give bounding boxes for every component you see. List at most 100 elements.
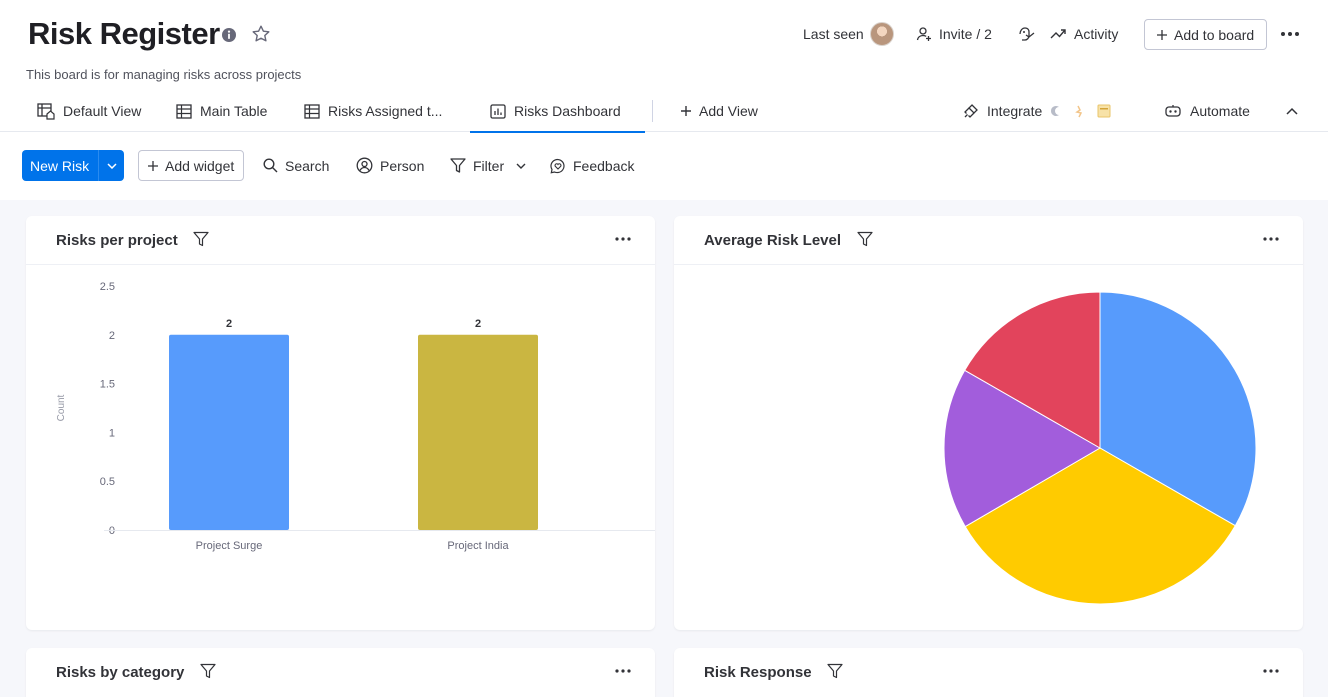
more-horizontal-icon[interactable] <box>613 661 633 681</box>
tab-risks-assigned-label: Risks Assigned t... <box>328 103 443 119</box>
y-tick-label: 1 <box>109 427 115 439</box>
chevron-up-icon <box>1286 107 1298 115</box>
integrate-label: Integrate <box>987 103 1043 119</box>
more-horizontal-icon <box>1281 32 1299 36</box>
filter-icon[interactable] <box>200 663 216 679</box>
filter-button[interactable]: Filter <box>450 150 526 181</box>
search-label: Search <box>285 157 330 174</box>
table-icon <box>304 103 320 119</box>
add-widget-button[interactable]: Add widget <box>138 150 245 181</box>
new-risk-button[interactable]: New Risk <box>22 150 124 181</box>
robot-hand-icon <box>1019 27 1035 41</box>
integration-plug-icon <box>964 104 978 118</box>
widget-title[interactable]: Risk Response <box>704 664 812 681</box>
new-risk-label: New Risk <box>30 157 90 174</box>
more-horizontal-icon[interactable] <box>1261 229 1281 249</box>
filter-icon[interactable] <box>827 663 843 679</box>
feedback-button[interactable]: Feedback <box>550 150 634 181</box>
board-description[interactable]: This board is for managing risks across … <box>26 67 302 82</box>
filter-icon[interactable] <box>857 231 873 247</box>
widget-average-risk-level: Average Risk Level <box>674 216 1303 630</box>
add-to-board-button[interactable]: Add to board <box>1144 19 1268 50</box>
y-axis-label: Count <box>56 394 67 421</box>
widget-title[interactable]: Risks per project <box>56 232 178 249</box>
tab-risks-dashboard-label: Risks Dashboard <box>514 103 621 119</box>
dashboard-chart-icon <box>490 103 506 119</box>
bar-data-label: 2 <box>226 318 232 330</box>
add-view-label: Add View <box>699 103 758 119</box>
tab-default-view-label: Default View <box>63 103 142 119</box>
person-add-icon <box>916 27 931 41</box>
app-logo-icons <box>1051 104 1111 118</box>
add-view-button[interactable]: Add View <box>681 90 758 132</box>
integrate-button[interactable]: Integrate <box>963 90 1126 132</box>
board-title[interactable]: Risk Register <box>28 16 220 51</box>
pie-slice[interactable] <box>943 369 1101 528</box>
more-horizontal-icon[interactable] <box>613 229 633 249</box>
search-button[interactable]: Search <box>263 150 329 181</box>
plus-icon <box>148 160 158 171</box>
pie-slice[interactable] <box>964 291 1101 449</box>
collapse-header-button[interactable] <box>1286 90 1306 132</box>
tab-risks-assigned[interactable]: Risks Assigned t... <box>304 90 442 132</box>
automate-label: Automate <box>1190 103 1250 119</box>
activity-label: Activity <box>1074 26 1119 42</box>
table-home-icon <box>37 102 55 120</box>
widget-risks-by-category: Risks by category <box>26 648 655 697</box>
y-tick-label: 1.5 <box>100 379 115 391</box>
bar-data-label: 2 <box>475 318 481 330</box>
feedback-label: Feedback <box>573 157 635 174</box>
x-tick-label: Project Surge <box>196 540 263 552</box>
automate-button[interactable]: Automate <box>1164 90 1250 132</box>
invite-label: Invite / 2 <box>939 26 992 42</box>
person-label: Person <box>380 157 425 174</box>
widget-risk-response: Risk Response <box>674 648 1303 697</box>
activity-trend-icon <box>1050 29 1066 39</box>
pie-slice[interactable] <box>1099 291 1257 527</box>
widget-divider <box>26 264 655 265</box>
last-seen[interactable]: Last seen <box>803 18 894 50</box>
person-filter-button[interactable]: Person <box>356 150 424 181</box>
plus-icon <box>681 106 691 116</box>
avatar <box>869 22 894 46</box>
person-circle-icon <box>356 157 373 174</box>
x-tick-label: Project India <box>447 540 509 552</box>
add-widget-label: Add widget <box>165 157 235 174</box>
tab-divider <box>652 100 653 122</box>
add-to-board-label: Add to board <box>1174 26 1255 43</box>
table-icon <box>176 103 192 119</box>
y-tick-label: 2 <box>109 330 115 342</box>
widget-divider <box>674 264 1303 265</box>
pie-chart <box>943 291 1257 605</box>
activity-button[interactable]: Activity <box>1050 18 1118 50</box>
plus-icon <box>1157 29 1167 40</box>
bar[interactable] <box>169 334 289 530</box>
filter-icon[interactable] <box>193 231 209 247</box>
filter-label: Filter <box>473 157 505 174</box>
ai-assistant-button[interactable] <box>1017 18 1044 50</box>
invite-button[interactable]: Invite / 2 <box>916 18 992 50</box>
widget-title[interactable]: Average Risk Level <box>704 232 842 249</box>
chevron-down-icon[interactable] <box>516 163 526 169</box>
star-icon[interactable] <box>251 24 271 44</box>
info-icon[interactable] <box>221 27 237 43</box>
more-options-button[interactable] <box>1280 18 1307 50</box>
y-tick-label: 0.5 <box>100 476 115 488</box>
last-seen-label: Last seen <box>803 26 864 42</box>
search-icon <box>263 158 278 173</box>
feedback-heart-icon <box>550 158 565 173</box>
pie-slice[interactable] <box>964 447 1236 605</box>
board-header: Risk Register This board is for managing… <box>0 0 1328 200</box>
bar[interactable] <box>418 334 538 530</box>
tab-default-view[interactable]: Default View <box>37 90 141 132</box>
more-horizontal-icon[interactable] <box>1261 661 1281 681</box>
new-risk-dropdown[interactable] <box>98 150 124 181</box>
widget-risks-per-project: Risks per project Count 00.511.522.5 2Pr… <box>26 216 655 630</box>
tab-risks-dashboard[interactable]: Risks Dashboard <box>470 90 645 133</box>
chevron-down-icon <box>106 162 117 169</box>
view-tabs: Default View Main Table Risks Assigned t… <box>0 90 1328 133</box>
widget-title[interactable]: Risks by category <box>56 664 185 681</box>
board-toolbar: New Risk Add widget Search Person Filter… <box>0 148 1328 182</box>
tab-main-table-label: Main Table <box>200 103 268 119</box>
tab-main-table[interactable]: Main Table <box>176 90 267 132</box>
